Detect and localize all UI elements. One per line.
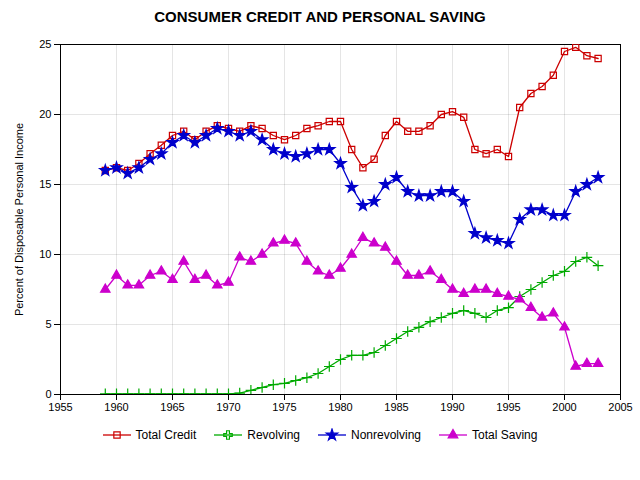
svg-text:20: 20 <box>39 108 51 120</box>
svg-text:Percent of Disposable Personal: Percent of Disposable Personal Income <box>13 123 25 316</box>
svg-text:15: 15 <box>39 178 51 190</box>
svg-text:1975: 1975 <box>272 401 296 413</box>
svg-text:1965: 1965 <box>160 401 184 413</box>
svg-text:1995: 1995 <box>496 401 520 413</box>
svg-text:2000: 2000 <box>552 401 576 413</box>
svg-text:0: 0 <box>45 388 51 400</box>
html-text:Nonrevolving: Nonrevolving <box>351 428 421 442</box>
svg-text:1970: 1970 <box>216 401 240 413</box>
svg-text:1980: 1980 <box>328 401 352 413</box>
svg-text:5: 5 <box>45 318 51 330</box>
html-text:Total Credit: Total Credit <box>135 428 197 442</box>
svg-text:25: 25 <box>39 38 51 50</box>
html-text:Total Saving: Total Saving <box>472 428 538 442</box>
svg-text:2005: 2005 <box>608 401 632 413</box>
svg-text:1955: 1955 <box>48 401 72 413</box>
svg-text:10: 10 <box>39 248 51 260</box>
svg-text:1960: 1960 <box>104 401 128 413</box>
svg-text:1985: 1985 <box>384 401 408 413</box>
html-text:CONSUMER CREDIT AND PERSONAL S: CONSUMER CREDIT AND PERSONAL SAVING <box>154 8 486 25</box>
svg-text:1990: 1990 <box>440 401 464 413</box>
html-text:Revolving: Revolving <box>247 428 300 442</box>
